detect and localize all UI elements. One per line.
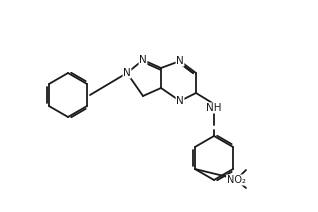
- Text: N: N: [123, 68, 131, 78]
- Text: NO₂: NO₂: [226, 175, 245, 185]
- Text: NH: NH: [206, 103, 222, 113]
- Text: N: N: [176, 56, 184, 66]
- Text: N: N: [176, 96, 184, 106]
- Text: N: N: [139, 55, 147, 65]
